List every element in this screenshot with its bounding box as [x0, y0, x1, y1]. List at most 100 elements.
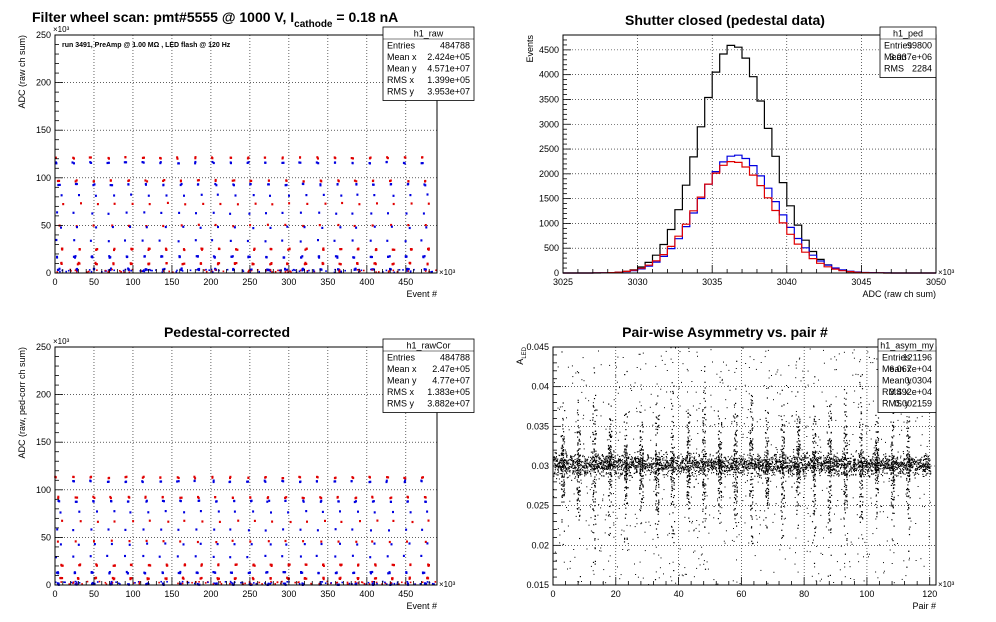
data-point [700, 472, 702, 474]
data-point [758, 455, 760, 457]
data-point [774, 458, 776, 460]
data-point [212, 271, 214, 273]
data-point [748, 462, 750, 464]
data-point [862, 472, 864, 474]
data-point [901, 470, 903, 472]
data-point [127, 183, 130, 186]
data-point [840, 463, 842, 465]
y-tick-label: 2000 [539, 169, 559, 179]
data-point [635, 461, 637, 463]
data-point [177, 582, 179, 585]
data-point [707, 464, 709, 466]
data-point [352, 571, 355, 575]
data-point [865, 468, 867, 470]
data-point [590, 456, 592, 458]
data-point [603, 459, 605, 461]
data-point [849, 457, 851, 459]
data-point [612, 466, 614, 468]
data-point [54, 581, 57, 583]
data-point [266, 223, 269, 226]
data-point [918, 467, 920, 469]
data-point [55, 161, 57, 164]
data-point [794, 465, 796, 467]
data-point [802, 468, 804, 470]
data-point [853, 470, 855, 472]
data-point [356, 193, 359, 196]
data-point [673, 455, 675, 457]
data-point [855, 474, 857, 476]
data-point [699, 459, 701, 461]
data-point [371, 496, 374, 499]
data-point [191, 581, 193, 584]
data-point [656, 462, 658, 464]
data-point [765, 460, 767, 462]
data-point [775, 454, 777, 456]
data-point [639, 460, 641, 462]
data-point [813, 459, 815, 461]
data-point [718, 460, 720, 462]
stats-box-name: h1_ped [893, 29, 923, 39]
data-point [787, 457, 789, 459]
data-point [864, 466, 866, 468]
data-point [892, 460, 894, 462]
data-point [805, 467, 807, 469]
data-point [291, 269, 294, 272]
data-point [871, 470, 873, 472]
data-point [386, 476, 388, 479]
y-axis-label: ADC (raw ch sum) [17, 35, 27, 109]
data-point [234, 194, 237, 197]
data-point [796, 468, 798, 470]
data-point [147, 248, 150, 251]
data-point [658, 470, 660, 472]
data-point [662, 458, 664, 460]
data-point [888, 464, 890, 466]
data-point [176, 555, 179, 558]
data-point [838, 473, 840, 475]
data-point [650, 469, 652, 471]
data-point [110, 580, 113, 583]
data-point [387, 572, 390, 575]
data-point [216, 263, 219, 266]
data-point [596, 456, 598, 458]
data-point [766, 462, 768, 464]
data-point [791, 464, 793, 466]
data-point [649, 463, 651, 465]
data-point [566, 473, 568, 475]
data-point [564, 460, 566, 462]
data-point [720, 466, 722, 468]
data-point [579, 469, 581, 471]
data-point [197, 179, 200, 182]
data-point [818, 462, 820, 464]
data-point [217, 225, 219, 229]
data-point [832, 465, 834, 467]
data-point [817, 462, 819, 464]
data-point [664, 463, 666, 465]
data-point [686, 469, 688, 471]
data-point [72, 529, 75, 532]
stats-label: Mean y [387, 376, 417, 386]
data-point [198, 581, 200, 583]
data-point [306, 270, 309, 272]
data-point [583, 466, 585, 468]
data-point [772, 473, 774, 475]
data-point [619, 469, 621, 471]
data-point [591, 457, 593, 459]
data-point [574, 454, 576, 456]
data-point [739, 463, 741, 465]
data-point [896, 463, 898, 465]
data-point [696, 461, 698, 463]
y-tick-label: 50 [41, 220, 51, 230]
data-point [350, 157, 353, 160]
data-point [747, 466, 749, 468]
data-point [662, 470, 664, 472]
data-point [815, 463, 817, 465]
data-point [828, 465, 830, 467]
data-point [339, 226, 342, 229]
data-point [392, 269, 395, 272]
data-point [353, 224, 356, 228]
data-point [748, 457, 750, 459]
data-point [822, 463, 824, 465]
data-point [765, 468, 767, 470]
data-point [719, 467, 721, 469]
data-point [760, 474, 762, 476]
